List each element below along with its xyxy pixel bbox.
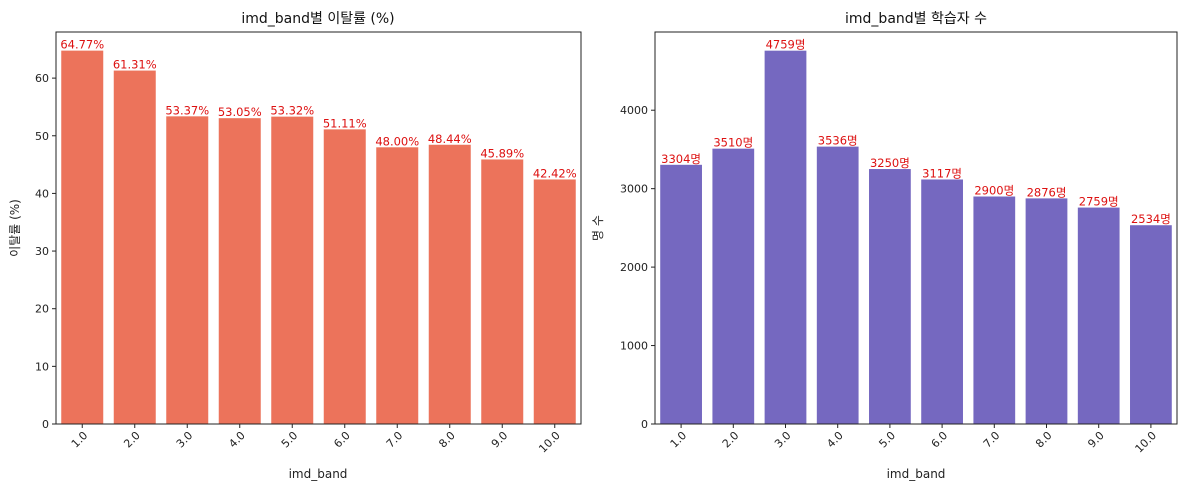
bar bbox=[869, 169, 911, 424]
y-tick-label: 2000 bbox=[620, 261, 648, 274]
bar bbox=[764, 50, 807, 424]
x-ticks: 1.0 2.0 3.0 4.0 5.0 6.0 7.0 8.0 9.0 10.0 bbox=[69, 424, 563, 455]
x-tick-label: 1.0 bbox=[668, 429, 690, 451]
bar bbox=[61, 50, 104, 425]
bar bbox=[481, 159, 524, 424]
y-tick-label: 4000 bbox=[620, 104, 648, 117]
y-tick-label: 10 bbox=[35, 360, 49, 373]
bar-value-label: 3536명 bbox=[818, 134, 858, 148]
y-axis-label: 이탈률 (%) bbox=[8, 199, 22, 257]
x-tick-label: 5.0 bbox=[279, 429, 301, 451]
x-tick-label: 2.0 bbox=[121, 429, 143, 451]
x-tick-label: 3.0 bbox=[174, 429, 196, 451]
bar bbox=[921, 179, 963, 424]
data-labels: 3304명 3510명 4759명 3536명 3250명 3117명 2900명 2876명… bbox=[661, 38, 1171, 227]
x-tick-label: 4.0 bbox=[824, 429, 846, 451]
bar bbox=[113, 70, 156, 424]
bar bbox=[271, 116, 314, 424]
bar bbox=[1025, 198, 1068, 424]
y-tick-label: 60 bbox=[35, 72, 49, 85]
bar-value-label: 2759명 bbox=[1079, 195, 1119, 209]
bar-value-label: 3250명 bbox=[870, 156, 910, 170]
bar-value-label: 48.44% bbox=[428, 132, 472, 146]
x-tick-label: 10.0 bbox=[1133, 429, 1160, 456]
x-tick-label: 5.0 bbox=[876, 429, 898, 451]
y-tick-label: 20 bbox=[35, 303, 49, 316]
x-tick-label: 6.0 bbox=[929, 429, 951, 451]
y-tick-label: 0 bbox=[42, 418, 49, 431]
bar bbox=[1130, 225, 1172, 424]
plot-frame bbox=[55, 31, 582, 425]
bar-value-label: 61.31% bbox=[113, 58, 157, 72]
bar bbox=[1077, 207, 1120, 424]
bar bbox=[660, 164, 702, 424]
y-tick-label: 3000 bbox=[620, 183, 648, 196]
y-tick-label: 50 bbox=[35, 130, 49, 143]
x-tick-label: 2.0 bbox=[720, 429, 742, 451]
bar-value-label: 2900명 bbox=[974, 184, 1014, 198]
x-axis-label: imd_band bbox=[887, 467, 946, 481]
x-tick-label: 9.0 bbox=[489, 429, 511, 451]
y-tick-label: 0 bbox=[641, 418, 648, 431]
bar bbox=[166, 116, 209, 424]
bar bbox=[712, 148, 755, 424]
dropout-rate-chart: imd_band별 이탈률 (%) 이탈률 (%) imd_band 0 10 20… bbox=[8, 11, 582, 481]
bar-value-label: 64.77% bbox=[60, 38, 104, 52]
bar bbox=[973, 196, 1016, 424]
bar bbox=[376, 147, 419, 424]
bar-value-label: 53.32% bbox=[270, 104, 314, 118]
bar-value-label: 3510명 bbox=[713, 136, 753, 150]
x-tick-label: 3.0 bbox=[772, 429, 794, 451]
bar-value-label: 45.89% bbox=[480, 146, 524, 160]
chart-title: imd_band별 학습자 수 bbox=[845, 11, 987, 27]
bar-value-label: 48.00% bbox=[375, 134, 419, 148]
y-tick-label: 1000 bbox=[620, 340, 648, 353]
bar-value-label: 53.05% bbox=[218, 105, 262, 119]
x-tick-label: 4.0 bbox=[226, 429, 248, 451]
bar-value-label: 53.37% bbox=[165, 103, 209, 117]
bars bbox=[61, 50, 576, 425]
bar bbox=[323, 129, 366, 424]
x-tick-label: 8.0 bbox=[1033, 429, 1055, 451]
y-ticks: 0 10 20 30 40 50 60 bbox=[35, 72, 56, 431]
y-tick-label: 40 bbox=[35, 187, 49, 200]
x-tick-label: 9.0 bbox=[1085, 429, 1107, 451]
x-tick-label: 8.0 bbox=[436, 429, 458, 451]
x-ticks: 1.0 2.0 3.0 4.0 5.0 6.0 7.0 8.0 9.0 10.0 bbox=[668, 424, 1159, 455]
chart-title: imd_band별 이탈률 (%) bbox=[241, 11, 394, 27]
data-labels: 64.77% 61.31% 53.37% 53.05% 53.32% 51.11% 48.0… bbox=[60, 38, 576, 181]
learner-count-chart: imd_band별 학습자 수 명 수 imd_band 0 1000 2000 30… bbox=[591, 11, 1178, 481]
bar-value-label: 42.42% bbox=[533, 166, 577, 180]
y-tick-label: 30 bbox=[35, 245, 49, 258]
bar-value-label: 3304명 bbox=[661, 152, 701, 166]
x-tick-label: 6.0 bbox=[331, 429, 353, 451]
bar bbox=[428, 144, 471, 425]
y-ticks: 0 1000 2000 3000 4000 bbox=[620, 104, 655, 431]
x-tick-label: 7.0 bbox=[384, 429, 406, 451]
bar bbox=[533, 179, 576, 424]
y-axis-label: 명 수 bbox=[591, 215, 605, 241]
bar-value-label: 3117명 bbox=[922, 166, 962, 180]
x-tick-label: 7.0 bbox=[981, 429, 1003, 451]
bar-value-label: 51.11% bbox=[323, 116, 367, 130]
bar bbox=[218, 118, 261, 425]
bar-value-label: 2876명 bbox=[1027, 185, 1067, 199]
x-axis-label: imd_band bbox=[289, 467, 348, 481]
bars bbox=[660, 50, 1172, 425]
x-tick-label: 1.0 bbox=[69, 429, 91, 451]
bar-value-label: 2534명 bbox=[1131, 212, 1171, 226]
bar bbox=[816, 146, 859, 425]
x-tick-label: 10.0 bbox=[536, 429, 563, 456]
plot-frame bbox=[654, 31, 1178, 425]
bar-value-label: 4759명 bbox=[766, 38, 806, 52]
